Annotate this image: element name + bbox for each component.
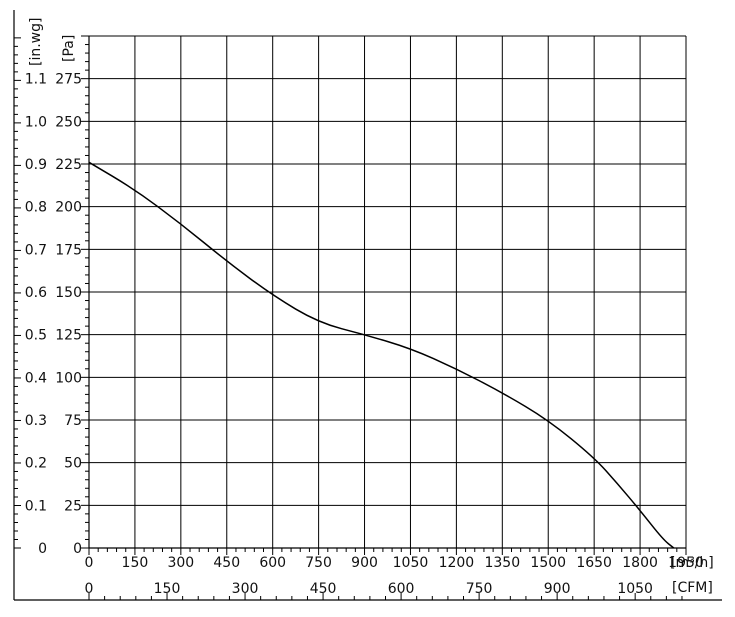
y-tick-label-pa: 225 <box>55 157 82 173</box>
x-tick-label-cfm: 750 <box>466 581 493 597</box>
x-tick-label-cfm: 900 <box>544 581 571 597</box>
y-tick-label-pa: 0 <box>73 541 82 557</box>
grid-layer <box>89 36 686 548</box>
x-tick-label-m3h: 900 <box>351 555 378 571</box>
x-tick-label-cfm: 1050 <box>617 581 653 597</box>
fan-curve-line <box>89 162 674 548</box>
y-tick-label-pa: 250 <box>55 114 82 130</box>
y-tick-label-inwg: 0.2 <box>25 456 47 472</box>
y-tick-label-pa: 75 <box>64 413 82 429</box>
x-tick-label-m3h: 450 <box>213 555 240 571</box>
y-tick-label-inwg: 0.8 <box>25 200 47 216</box>
x-tick-label-m3h: 600 <box>259 555 286 571</box>
y-tick-label-pa: 100 <box>55 370 82 386</box>
y-tick-label-inwg: 0.1 <box>25 498 47 514</box>
y-unit-inwg: [in.wg] <box>28 18 44 66</box>
x-tick-label-cfm: 600 <box>388 581 415 597</box>
y-tick-label-inwg: 0.9 <box>25 157 47 173</box>
y-tick-label-inwg: 1.1 <box>25 72 47 88</box>
y-tick-label-inwg: 0.7 <box>25 242 47 258</box>
x-tick-label-m3h: 750 <box>305 555 332 571</box>
y-tick-label-pa: 25 <box>64 498 82 514</box>
x-tick-label-cfm: 450 <box>310 581 337 597</box>
x-tick-label-cfm: 150 <box>154 581 181 597</box>
y-tick-label-pa: 275 <box>55 72 82 88</box>
y-tick-label-pa: 125 <box>55 328 82 344</box>
curve-layer <box>89 162 674 548</box>
y-tick-label-pa: 50 <box>64 456 82 472</box>
x-unit-m3h: [m³/h] <box>670 555 714 571</box>
x-tick-label-m3h: 1350 <box>484 555 520 571</box>
y-tick-label-pa: 200 <box>55 200 82 216</box>
x-unit-cfm: [CFM] <box>672 580 713 596</box>
y-tick-label-inwg: 0.4 <box>25 370 47 386</box>
x-tick-label-m3h: 0 <box>85 555 94 571</box>
x-tick-label-cfm: 300 <box>232 581 259 597</box>
y-tick-label-inwg: 1.0 <box>25 114 47 130</box>
y-tick-label-pa: 175 <box>55 242 82 258</box>
y-tick-label-inwg: 0.3 <box>25 413 47 429</box>
x-tick-label-m3h: 1200 <box>439 555 475 571</box>
x-tick-label-m3h: 150 <box>122 555 149 571</box>
x-tick-label-m3h: 300 <box>167 555 194 571</box>
x-tick-label-m3h: 1500 <box>530 555 566 571</box>
x-tick-label-cfm: 0 <box>85 581 94 597</box>
y-unit-pa: [Pa] <box>61 35 77 62</box>
x-tick-label-m3h: 1650 <box>576 555 612 571</box>
y-tick-label-inwg: 0.5 <box>25 328 47 344</box>
y-tick-label-inwg: 0.6 <box>25 285 47 301</box>
x-tick-label-m3h: 1800 <box>622 555 658 571</box>
y-tick-label-inwg: 0 <box>38 541 47 557</box>
x-tick-label-m3h: 1050 <box>393 555 429 571</box>
axis-layer <box>14 10 722 600</box>
y-tick-label-pa: 150 <box>55 285 82 301</box>
